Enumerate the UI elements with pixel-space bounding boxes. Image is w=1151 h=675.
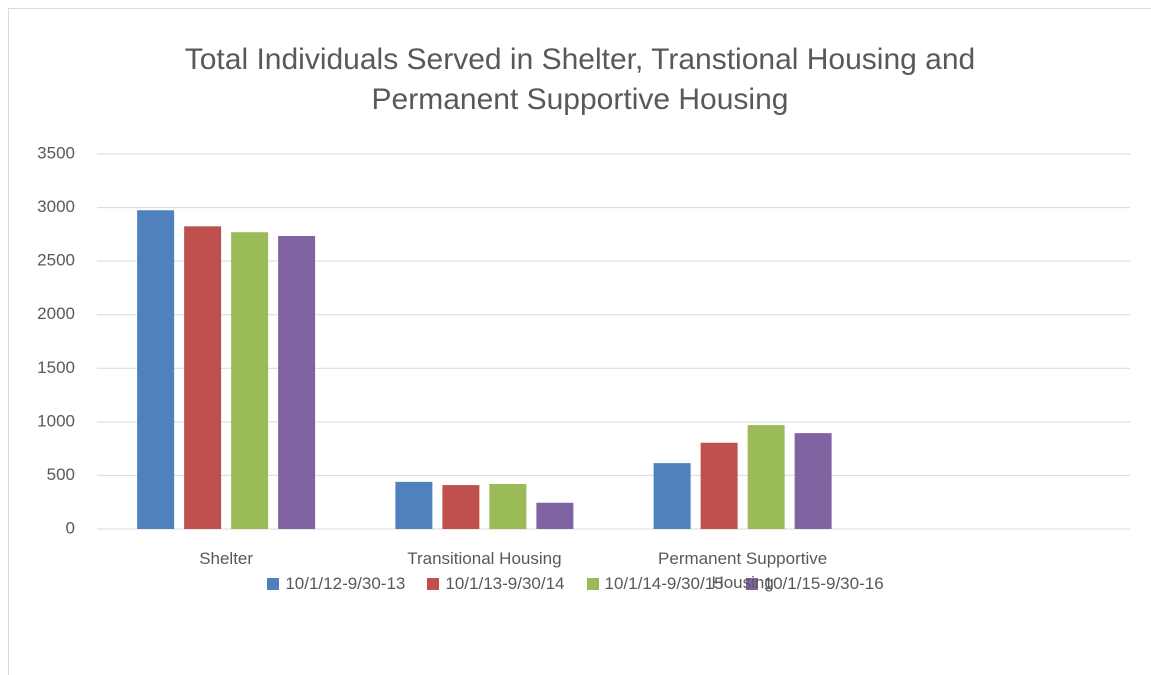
chart-title: Total Individuals Served in Shelter, Tra… (184, 43, 976, 116)
legend: 10/1/12-9/30-13 10/1/13-9/30/14 10/1/14-9/… (0, 574, 1151, 594)
x-tick-label: Permanent Supportive Housing (658, 549, 828, 592)
bar (536, 502, 574, 529)
y-tick-label: 0 (66, 518, 75, 537)
y-tick-label: 1500 (37, 358, 75, 377)
chart-border (8, 8, 1151, 675)
bar (231, 232, 269, 529)
legend-item: 10/1/14-9/30/15 (586, 574, 724, 594)
bar (794, 433, 832, 529)
legend-label: 10/1/12-9/30-13 (285, 574, 406, 593)
y-tick-label: 1000 (37, 411, 75, 430)
y-tick-label: 500 (47, 465, 75, 484)
legend-item: 10/1/15-9/30-16 (745, 574, 884, 594)
bar (278, 235, 316, 529)
y-tick-label: 3500 (37, 143, 75, 162)
x-tick-label: Shelter (199, 549, 254, 568)
legend-label: 10/1/14-9/30/15 (604, 574, 724, 593)
legend-swatch (586, 578, 599, 590)
bar (700, 442, 738, 529)
legend-swatch (267, 578, 280, 590)
bar (747, 425, 785, 529)
x-tick-label: Transitional Housing (407, 549, 562, 568)
y-tick-label: 2500 (37, 251, 75, 270)
bar (137, 210, 175, 529)
bar (395, 481, 433, 529)
legend-label: 10/1/15-9/30-16 (763, 574, 884, 593)
bar (653, 463, 691, 529)
bar (184, 226, 222, 530)
legend-label: 10/1/13-9/30/14 (445, 574, 565, 593)
bar (489, 484, 527, 529)
legend-swatch (745, 578, 758, 590)
y-tick-label: 2000 (37, 304, 75, 323)
y-tick-label: 3000 (37, 197, 75, 216)
legend-item: 10/1/12-9/30-13 (267, 574, 405, 594)
bar (442, 485, 480, 529)
legend-swatch (427, 578, 440, 590)
legend-item: 10/1/13-9/30/14 (427, 574, 565, 594)
